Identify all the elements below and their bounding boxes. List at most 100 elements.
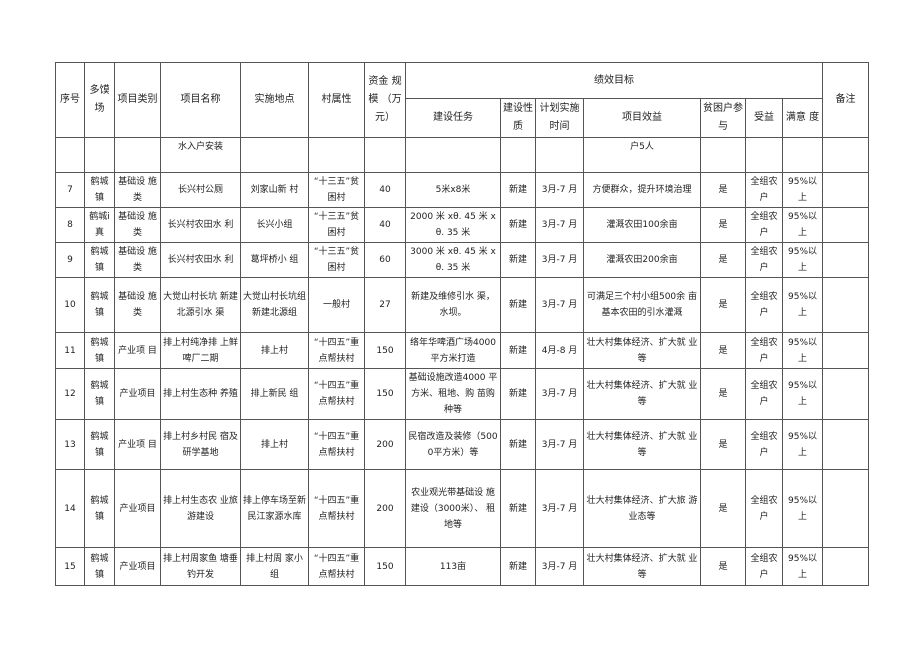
cell-poor: 是 bbox=[700, 207, 746, 243]
cell-nature: 新建 bbox=[500, 547, 536, 586]
cell-category: 基础设 施类 bbox=[114, 207, 161, 243]
cell-name: 长兴村农田水 利 bbox=[160, 207, 241, 243]
cell-village-type: “十四五”重点帮扶村 bbox=[308, 547, 365, 586]
cell-poor: 是 bbox=[700, 277, 746, 333]
cell-remark bbox=[822, 419, 870, 470]
header-poor: 贫困户参与 bbox=[700, 98, 746, 138]
cell-village-type: “十三五”贫困村 bbox=[308, 172, 365, 208]
cell-task: 农业观光带基础设 施建设（3000米）、 租地等 bbox=[405, 469, 501, 548]
cell-beneficiary: 全组农户 bbox=[745, 547, 783, 586]
cell-remark bbox=[822, 207, 870, 243]
cell-village-type: 一般村 bbox=[308, 277, 365, 333]
cell-satisfaction: 95%以 上 bbox=[781, 547, 824, 586]
header-nature: 建设性质 bbox=[500, 98, 536, 138]
cell-satisfaction: 95%以 上 bbox=[781, 242, 824, 278]
cell-funds: 150 bbox=[364, 547, 406, 586]
cell-benefit: 壮大村集体经济、扩大旅 游业态等 bbox=[583, 469, 701, 548]
cell-satisfaction: 95%以 上 bbox=[781, 277, 824, 333]
cell-seq: 13 bbox=[55, 419, 85, 470]
cell-beneficiary: 全组农户 bbox=[745, 242, 783, 278]
cell-village-type: “十三五”贫困村 bbox=[308, 207, 365, 243]
cell-name: 大觉山村长坑 新建北源引水 渠 bbox=[160, 277, 241, 333]
project-table: 序号 多馍场 项目类别 项目名称 实施地点 村属性 资金 规模 （万元） 绩效目… bbox=[55, 62, 870, 586]
cell-category: 产业项目 bbox=[114, 547, 161, 586]
table-row: 12 鹤城镇 产业项目 排上村生态种 养殖 排上新民 组 “十四五”重点帮扶村 150 基础设… bbox=[55, 368, 870, 420]
cell-schedule: 4月-8 月 bbox=[535, 332, 584, 369]
cell-beneficiary: 全组农户 bbox=[745, 172, 783, 208]
cell-nature: 新建 bbox=[500, 332, 536, 369]
cell-funds: 150 bbox=[364, 332, 406, 369]
cell-task: 基础设施改造4000 平方米、租地、购 苗购种等 bbox=[405, 368, 501, 420]
cell-remark bbox=[822, 469, 870, 548]
cell-location: 排上村 bbox=[240, 419, 309, 470]
cell-schedule: 3月-7 月 bbox=[535, 419, 584, 470]
cell-schedule: 3月-7 月 bbox=[535, 207, 584, 243]
header-category: 项目类别 bbox=[114, 62, 161, 138]
cell-category: 产业项 目 bbox=[114, 332, 161, 369]
cell-town: 鹤城i真 bbox=[84, 207, 115, 243]
cell-remark bbox=[822, 368, 870, 420]
cell-town: 鹤城镇 bbox=[84, 469, 115, 548]
cell-poor: 是 bbox=[700, 419, 746, 470]
cell-funds: 150 bbox=[364, 368, 406, 420]
table-row: 10 鹤城镇 基础设 施类 大觉山村长坑 新建北源引水 渠大觉山村长坑组新建北源组 一般… bbox=[55, 277, 870, 333]
cell-location: 排上新民 组 bbox=[240, 368, 309, 420]
cell-name: 长兴村农田水 利 bbox=[160, 242, 241, 278]
cell-town: 鹤城镇 bbox=[84, 332, 115, 369]
cell-category: 基础设 施类 bbox=[114, 172, 161, 208]
cell-location: 排上停车场至新民江家源水库 bbox=[240, 469, 309, 548]
cell-nature: 新建 bbox=[500, 419, 536, 470]
cell-category: 产业项 目 bbox=[114, 419, 161, 470]
cell-funds: 60 bbox=[364, 242, 406, 278]
cell-name: 排上村乡村民 宿及研学基地 bbox=[160, 419, 241, 470]
header-village-type: 村属性 bbox=[308, 62, 365, 138]
cell-benefit: 方便群众，提升环境治理 bbox=[583, 172, 701, 208]
cell-nature: 新建 bbox=[500, 207, 536, 243]
cell-nature: 新建 bbox=[500, 172, 536, 208]
cell-remark bbox=[822, 242, 870, 278]
cell-seq: 11 bbox=[55, 332, 85, 369]
cell-poor: 是 bbox=[700, 368, 746, 420]
cell-remark bbox=[822, 547, 870, 586]
cell-location: 葛坪桥小 组 bbox=[240, 242, 309, 278]
cell-poor: 是 bbox=[700, 332, 746, 369]
cell-task: 新建及维修引水 渠，水坝。 bbox=[405, 277, 501, 333]
cell-town: 鹤城镇 bbox=[84, 547, 115, 586]
cell-poor: 是 bbox=[700, 172, 746, 208]
cell-name: 排上村周家鱼 塘垂钓开发 bbox=[160, 547, 241, 586]
cell-town: 鹤城镇 bbox=[84, 368, 115, 420]
cell-village-type: “十四五”重点帮扶村 bbox=[308, 332, 365, 369]
cell-task: 113亩 bbox=[405, 547, 501, 586]
cell-nature: 新建 bbox=[500, 368, 536, 420]
cell-seq: 12 bbox=[55, 368, 85, 420]
cell-beneficiary: 全组农户 bbox=[745, 332, 783, 369]
cell-benefit: 壮大村集体经济、扩大就 业等 bbox=[583, 547, 701, 586]
cell-town: 鹤城镇 bbox=[84, 172, 115, 208]
table-row: 13 鹤城镇 产业项 目排上村乡村民 宿及研学基地 排上村 “十四五”重点帮扶村 200 民… bbox=[55, 419, 870, 470]
cell-town: 鹤城镇 bbox=[84, 242, 115, 278]
table-row: 14 鹤城镇 产业项目 排上村生态农 业旅游建设 排上停车场至新民江家源水库 “十四五”重… bbox=[55, 469, 870, 548]
header-schedule: 计划实施时间 bbox=[535, 98, 584, 138]
table-row: 7 鹤城镇 基础设 施类 长兴村公厕 刘家山新 村 “十三五”贫困村 40 5米x8米 新建 3月… bbox=[55, 172, 870, 208]
cell-seq: 9 bbox=[55, 242, 85, 278]
cell-poor: 是 bbox=[700, 242, 746, 278]
cell-location: 排上村周 家小组 bbox=[240, 547, 309, 586]
cell-beneficiary: 全组农户 bbox=[745, 469, 783, 548]
cell-seq: 14 bbox=[55, 469, 85, 548]
cell-poor: 是 bbox=[700, 547, 746, 586]
cell-village-type: “十三五”贫困村 bbox=[308, 242, 365, 278]
table-row: 8 鹤城i真 基础设 施类 长兴村农田水 利长兴小组 “十三五”贫困村 40 2000 米 … bbox=[55, 207, 870, 243]
cell-town: 鹤城镇 bbox=[84, 419, 115, 470]
cell-location: 刘家山新 村 bbox=[240, 172, 309, 208]
header-name: 项目名称 bbox=[160, 62, 241, 138]
cell-location: 大觉山村长坑组新建北源组 bbox=[240, 277, 309, 333]
cell-satisfaction: 95%以 上 bbox=[781, 172, 824, 208]
continuation-benefit: 户5人 bbox=[583, 137, 701, 173]
cell-benefit: 壮大村集体经济、扩大就 业等 bbox=[583, 419, 701, 470]
cell-remark bbox=[822, 172, 870, 208]
header-performance: 绩效目标 bbox=[404, 62, 824, 99]
cell-nature: 新建 bbox=[500, 277, 536, 333]
header-satisfaction: 满意 度 bbox=[781, 98, 824, 138]
cell-remark bbox=[822, 277, 870, 333]
table-row: 9 鹤城镇 基础设 施类 长兴村农田水 利葛坪桥小 组 “十三五”贫困村 60 3000 米… bbox=[55, 242, 870, 278]
